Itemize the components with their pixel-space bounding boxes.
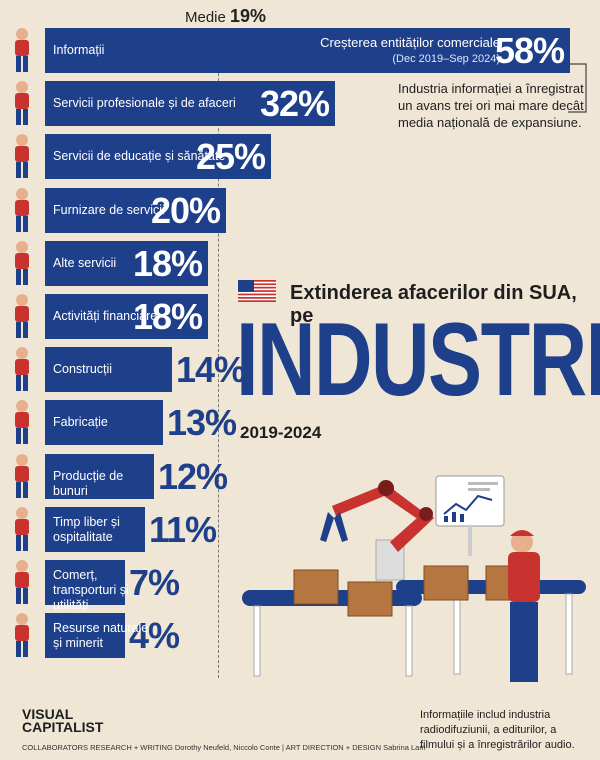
worker-icon (4, 239, 40, 287)
bar-value-6: 14% (176, 349, 246, 390)
bar-label-1: Servicii profesionale și de afaceri (53, 96, 236, 110)
bar-label-0: Informații (53, 43, 105, 57)
bar-value-8: 12% (158, 456, 228, 497)
worker-icon (4, 452, 40, 500)
bar-value-1: 32% (259, 83, 330, 124)
factory-illustration (242, 475, 586, 682)
median-label: Medie 19% (185, 6, 266, 27)
bar-1: Servicii profesionale și de afaceri 32% (45, 81, 335, 126)
worker-icon (4, 611, 40, 659)
bar-value-10: 7% (129, 562, 180, 603)
bar-10: Comerț, transporturi și utilități (45, 560, 129, 612)
bar-7: Fabricație (45, 400, 163, 445)
bar-label-6: Construcții (53, 362, 113, 376)
bar-value-7: 13% (167, 402, 237, 443)
bar-8: Producție de bunuri (45, 454, 154, 499)
bar-value-5: 18% (132, 296, 203, 337)
worker-icon (4, 398, 40, 446)
bar-label-10: Comerț, transporturi și utilități (53, 568, 129, 612)
note-bracket (568, 63, 587, 113)
bar-4: Alte servicii 18% (45, 241, 208, 286)
bar-value-2: 25% (195, 136, 266, 177)
bar-11: Resurse naturale și minerit (45, 613, 148, 658)
worker-icon (508, 530, 540, 682)
bar-3: Furnizare de servicii 20% (45, 188, 226, 233)
note-text: Industria informației a înregistrat un a… (398, 81, 584, 130)
worker-icon (4, 186, 40, 234)
top-bar-title: Creșterea entităților comerciale (320, 35, 500, 50)
bar-value-4: 18% (132, 243, 203, 284)
bar-6: Construcții (45, 347, 172, 392)
bar-9: Timp liber și ospitalitate (45, 507, 145, 552)
worker-icon (4, 345, 40, 393)
bar-label-9: Timp liber și ospitalitate (53, 515, 120, 544)
bar-5: Activități financiare 18% (45, 294, 208, 339)
bar-0: Informații Creșterea entităților comercia… (45, 28, 570, 73)
flag-usa-icon (238, 280, 276, 302)
title-main: INDUSTRII (236, 302, 600, 418)
bar-label-4: Alte servicii (53, 256, 117, 270)
top-bar-subtitle: (Dec 2019–Sep 2024) (392, 53, 500, 65)
worker-icon (4, 292, 40, 340)
logo-line2: CAPITALIST (22, 719, 104, 735)
visual-capitalist-logo: VISUAL CAPITALIST (22, 706, 104, 735)
median-line (218, 28, 219, 678)
robot-arm-icon (320, 480, 434, 581)
worker-icon (4, 558, 40, 606)
worker-icon (4, 79, 40, 127)
bar-value-3: 20% (150, 190, 221, 231)
bar-value-9: 11% (149, 509, 217, 550)
median-label-text: Medie (185, 9, 226, 26)
bar-2: Servicii de educație și sănătate 25% (45, 134, 271, 179)
bar-value-11: 4% (129, 615, 180, 656)
bar-label-8: Producție de bunuri (53, 469, 124, 498)
box-icon (293, 565, 531, 617)
median-value: 19% (230, 6, 267, 26)
bar-label-11: Resurse naturale și minerit (53, 621, 149, 650)
subtitle-years: 2019-2024 (240, 423, 322, 442)
logo-line1: VISUAL (22, 706, 74, 722)
bar-label-3: Furnizare de servicii (53, 203, 165, 217)
bar-label-7: Fabricație (53, 415, 108, 429)
bar-label-2: Servicii de educație și sănătate (53, 149, 226, 163)
credits: COLLABORATORS RESEARCH + WRITING Dorothy… (22, 743, 426, 752)
worker-icon (4, 505, 40, 553)
worker-icon (4, 26, 40, 74)
monitor-chart-icon (435, 475, 505, 556)
bar-value-0: 58% (494, 30, 565, 71)
footnote: Informațiile includ industria radiodifuz… (420, 709, 575, 751)
bar-label-5: Activități financiare (53, 309, 158, 323)
worker-icon (4, 132, 40, 180)
title-top: Extinderea afacerilor din SUA, pe (290, 282, 577, 327)
